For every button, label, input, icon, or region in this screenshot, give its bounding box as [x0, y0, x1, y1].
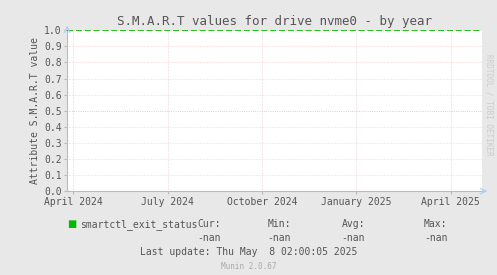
Text: -nan: -nan	[424, 233, 447, 243]
Text: -nan: -nan	[198, 233, 221, 243]
Text: Max:: Max:	[424, 219, 447, 229]
Title: S.M.A.R.T values for drive nvme0 - by year: S.M.A.R.T values for drive nvme0 - by ye…	[117, 15, 432, 28]
Text: smartctl_exit_status: smartctl_exit_status	[80, 219, 197, 230]
Text: Munin 2.0.67: Munin 2.0.67	[221, 262, 276, 271]
Text: Min:: Min:	[267, 219, 291, 229]
Text: -nan: -nan	[342, 233, 365, 243]
Y-axis label: Attribute S.M.A.R.T value: Attribute S.M.A.R.T value	[30, 37, 40, 184]
Text: Avg:: Avg:	[342, 219, 365, 229]
Text: -nan: -nan	[267, 233, 291, 243]
Text: RRDTOOL / TOBI OETIKER: RRDTOOL / TOBI OETIKER	[484, 54, 493, 155]
Text: Last update: Thu May  8 02:00:05 2025: Last update: Thu May 8 02:00:05 2025	[140, 248, 357, 257]
Text: Cur:: Cur:	[198, 219, 221, 229]
Text: ■: ■	[67, 219, 77, 229]
